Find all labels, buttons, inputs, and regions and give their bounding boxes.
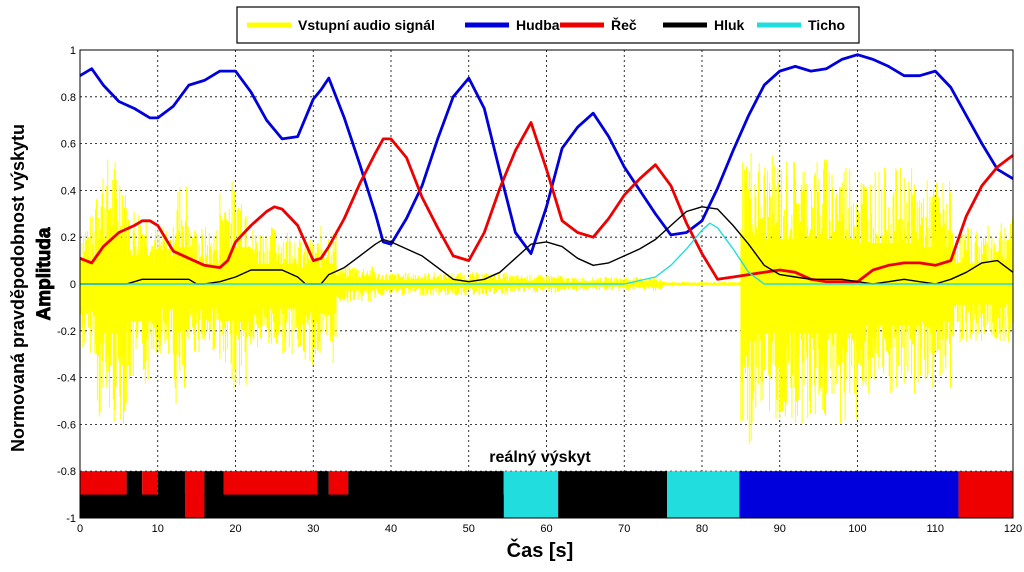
audio-signal-core <box>126 255 150 321</box>
x-tick-label: 50 <box>463 523 475 535</box>
y-axis-label: Normovaná pravděpodobnost výskytu <box>8 124 28 452</box>
occurrence-lower-segment <box>184 494 205 518</box>
x-tick-label: 90 <box>774 523 786 535</box>
x-tick-label: 10 <box>152 523 164 535</box>
occurrence-lower-segment <box>204 494 504 518</box>
x-tick-label: 20 <box>229 523 241 535</box>
audio-signal-core <box>663 283 741 285</box>
y-tick-label: -0.2 <box>57 326 76 338</box>
y-tick-label: -0.6 <box>57 419 76 431</box>
y-tick-label: 0.6 <box>61 139 76 151</box>
occurrence-annotation: reálný výskyt <box>489 449 591 466</box>
x-tick-label: 40 <box>385 523 397 535</box>
audio-signal-core <box>95 238 127 334</box>
audio-signal-core <box>740 234 757 342</box>
audio-signal-core <box>997 259 1013 305</box>
occurrence-segment-hudba <box>739 471 959 518</box>
y2-axis-label: Amplituda <box>34 227 55 320</box>
legend-label-ticho: Ticho <box>808 17 845 33</box>
audio-signal-core <box>173 247 189 330</box>
tick-labels: 0 10 20 30 40 50 60 70 80 90 100 110 120 1 0.8 0.6 0.4 0.… <box>57 45 1022 535</box>
y-tick-label: 0.2 <box>61 232 76 244</box>
y-tick-label: 0.8 <box>61 92 76 104</box>
x-axis-label: Čas [s] <box>507 538 574 562</box>
occurrence-lower-segment <box>80 494 185 518</box>
legend-label-hudba: Hudba <box>516 17 560 33</box>
x-tick-label: 70 <box>618 523 630 535</box>
audio-signal-core <box>251 263 298 309</box>
occurrence-segment-ticho <box>503 471 559 518</box>
x-tick-label: 80 <box>696 523 708 535</box>
legend-label-řeč: Řeč <box>611 16 637 33</box>
y-tick-label: 0.4 <box>61 185 76 197</box>
series-line-hluk <box>80 206 1014 285</box>
legend-label-vstupní-audio-signál: Vstupní audio signál <box>298 17 435 33</box>
y-tick-label: -1 <box>66 513 76 525</box>
series-line-řeč <box>79 121 1014 284</box>
occurrence-segment-ticho <box>667 471 740 518</box>
y-tick-label: 0 <box>70 279 76 291</box>
occurrence-segment-řeč <box>958 471 1013 518</box>
x-tick-label: 120 <box>1004 523 1022 535</box>
legend: Vstupní audio signál Hudba Řeč Hluk Ticho <box>236 6 860 44</box>
audio-signal-core <box>756 238 858 334</box>
y-tick-label: 1 <box>70 45 76 57</box>
series-line-ticho <box>80 222 1013 285</box>
series-line-hudba <box>79 53 1014 256</box>
x-tick-label: 100 <box>848 523 866 535</box>
legend-label-hluk: Hluk <box>714 17 745 33</box>
audio-signal-core <box>149 263 174 309</box>
y-tick-label: -0.8 <box>57 466 76 478</box>
plot-border <box>79 49 1014 519</box>
x-tick-label: 30 <box>307 523 319 535</box>
series-group <box>79 53 1014 445</box>
audio-signal-core <box>297 267 322 313</box>
legend-box <box>236 6 860 44</box>
audio-signal-core <box>188 263 220 309</box>
occurrence-segment-hluk <box>558 471 668 518</box>
x-tick-label: 60 <box>540 523 552 535</box>
x-tick-label: 110 <box>926 523 944 535</box>
x-tick-label: 0 <box>77 523 83 535</box>
occurrence-bar <box>80 471 1013 518</box>
y-tick-label: -0.4 <box>57 373 76 385</box>
plot-frame <box>79 49 1014 519</box>
audio-signal-core <box>321 263 337 313</box>
